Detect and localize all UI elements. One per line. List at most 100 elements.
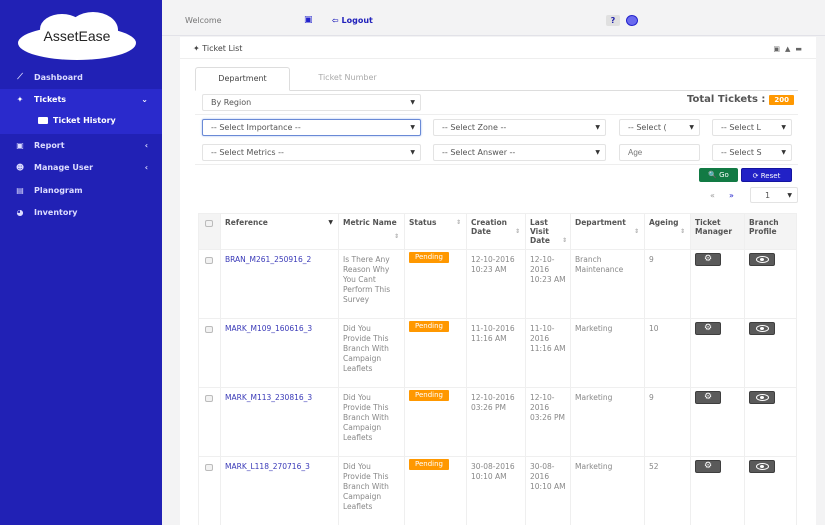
prev-page-icon[interactable]: « (710, 191, 715, 200)
reset-button[interactable]: ⟳ Reset (741, 168, 792, 182)
zone-select[interactable]: -- Select Zone -- (433, 119, 606, 136)
header-label: Department (575, 218, 626, 227)
header-label: Reference (225, 218, 268, 227)
globe-icon[interactable] (626, 15, 638, 26)
ticket-manager-cell: ⚙ (690, 387, 745, 457)
gear-icon[interactable]: ⚙ (695, 391, 721, 404)
logo[interactable]: AssetEase (18, 12, 136, 60)
tab-ticket-number[interactable]: Ticket Number (318, 73, 377, 82)
sidebar-item-ticket-history[interactable]: Ticket History (0, 111, 162, 130)
header-creation-date[interactable]: Creation Date ⇕ (466, 213, 526, 250)
logout-label: Logout (341, 16, 373, 25)
ticket-list-panel: ✦ Ticket List ▣ ▲ ▬ Department Ticket Nu… (180, 37, 816, 525)
ticket-table: Reference ▼ Metric Name ⇕ Status ⇕ Creation… (198, 213, 797, 525)
panel-title-text: Ticket List (202, 44, 243, 53)
table-row: MARK_L118_270716_3 Did You Provide This … (198, 456, 797, 525)
select-l[interactable]: -- Select L (712, 119, 792, 136)
eye-icon[interactable] (749, 460, 775, 473)
go-button[interactable]: 🔍 Go (699, 168, 738, 182)
header-label: Metric Name (343, 218, 397, 227)
sidebar-item-report[interactable]: ▣ Report ‹ (0, 134, 162, 157)
status-cell: Pending (404, 249, 467, 319)
sort-icon: ⇕ (561, 237, 567, 244)
last-visit-date-cell: 11-10-2016 11:16 AM (525, 318, 571, 388)
planogram-icon: ▤ (16, 185, 24, 195)
select-all-checkbox[interactable] (205, 220, 213, 227)
ageing-cell: 9 (644, 249, 691, 319)
table-header-row: Reference ▼ Metric Name ⇕ Status ⇕ Creation… (198, 213, 797, 250)
branch-profile-cell (744, 387, 797, 457)
gear-icon[interactable]: ⚙ (695, 460, 721, 473)
panel-header: ✦ Ticket List ▣ ▲ ▬ (180, 37, 816, 59)
last-visit-date-cell: 30-08-2016 10:10 AM (525, 456, 571, 525)
logo-text: AssetEase (43, 28, 111, 44)
metric-cell: Did You Provide This Branch With Campaig… (338, 456, 405, 525)
reference-link[interactable]: BRAN_M261_250916_2 (220, 249, 339, 319)
logo-cloud-shape (68, 12, 118, 48)
header-label: Ticket Manager (695, 218, 733, 236)
row-checkbox[interactable] (205, 464, 213, 471)
status-cell: Pending (404, 387, 467, 457)
total-tickets-label: Total Tickets : (687, 94, 766, 105)
row-checkbox[interactable] (205, 257, 213, 264)
branch-profile-cell (744, 456, 797, 525)
reference-link[interactable]: MARK_M109_160616_3 (220, 318, 339, 388)
header-reference[interactable]: Reference ▼ (220, 213, 339, 250)
select-s[interactable]: -- Select S (712, 144, 792, 161)
chart-line-icon: ⟋ (17, 72, 23, 82)
sidebar-item-label: Dashboard (34, 72, 83, 82)
gear-icon[interactable]: ⚙ (695, 322, 721, 335)
next-page-icon[interactable]: » (729, 191, 734, 200)
sidebar-item-inventory[interactable]: ◕ Inventory (0, 202, 162, 225)
department-cell: Marketing (570, 456, 645, 525)
creation-date-cell: 30-08-2016 10:10 AM (466, 456, 526, 525)
eye-icon[interactable] (749, 322, 775, 335)
row-checkbox[interactable] (205, 395, 213, 402)
ageing-cell: 9 (644, 387, 691, 457)
region-select[interactable]: By Region (202, 94, 421, 111)
profile-icon[interactable]: ▣ (304, 15, 313, 25)
header-last-visit-date[interactable]: Last Visit Date ⇕ (525, 213, 571, 250)
sidebar-item-tickets[interactable]: ✦ Tickets ⌄ (0, 88, 162, 111)
upload-icon[interactable]: ▲ (784, 45, 791, 53)
header-department[interactable]: Department ⇕ (570, 213, 645, 250)
export-icon[interactable]: ▣ (773, 45, 780, 53)
status-badge: Pending (409, 252, 449, 263)
header-status[interactable]: Status ⇕ (404, 213, 467, 250)
sidebar-item-dashboard[interactable]: ⟋ Dashboard (0, 66, 162, 89)
creation-date-cell: 11-10-2016 11:16 AM (466, 318, 526, 388)
gear-icon[interactable]: ⚙ (695, 253, 721, 266)
eye-icon[interactable] (749, 253, 775, 266)
metrics-select[interactable]: -- Select Metrics -- (202, 144, 421, 161)
sidebar-item-label: Ticket History (53, 116, 116, 125)
header-ticket-manager: Ticket Manager (690, 213, 745, 250)
header-label: Last Visit Date (530, 218, 550, 245)
status-badge: Pending (409, 459, 449, 470)
logout-link[interactable]: ⇦ Logout (332, 16, 373, 25)
header-ageing[interactable]: Ageing ⇕ (644, 213, 691, 250)
reference-link[interactable]: MARK_M113_230816_3 (220, 387, 339, 457)
help-icon[interactable]: ? (606, 15, 620, 26)
page-select[interactable]: 1 (750, 187, 798, 203)
age-input[interactable] (619, 144, 700, 161)
ticket-manager-cell: ⚙ (690, 456, 745, 525)
answer-select[interactable]: -- Select Answer -- (433, 144, 606, 161)
last-visit-date-cell: 12-10-2016 10:23 AM (525, 249, 571, 319)
reference-link[interactable]: MARK_L118_270716_3 (220, 456, 339, 525)
sidebar-item-manage-user[interactable]: ☻ Manage User ‹ (0, 157, 162, 180)
sidebar-item-planogram[interactable]: ▤ Planogram (0, 179, 162, 202)
tab-department[interactable]: Department (195, 67, 290, 91)
mail-icon[interactable]: ▬ (795, 45, 802, 53)
eye-icon[interactable] (749, 391, 775, 404)
last-visit-date-cell: 12-10-2016 03:26 PM (525, 387, 571, 457)
filter-tabs: Department Ticket Number (195, 67, 798, 91)
status-badge: Pending (409, 321, 449, 332)
branch-profile-cell (744, 318, 797, 388)
row-select-cell (198, 249, 221, 319)
report-icon: ▣ (16, 140, 24, 150)
importance-select[interactable]: -- Select Importance -- (202, 119, 421, 136)
header-metric[interactable]: Metric Name ⇕ (338, 213, 405, 250)
row-checkbox[interactable] (205, 326, 213, 333)
sidebar-group-tickets: ✦ Tickets ⌄ Ticket History (0, 88, 162, 134)
select-c[interactable]: -- Select ( (619, 119, 700, 136)
